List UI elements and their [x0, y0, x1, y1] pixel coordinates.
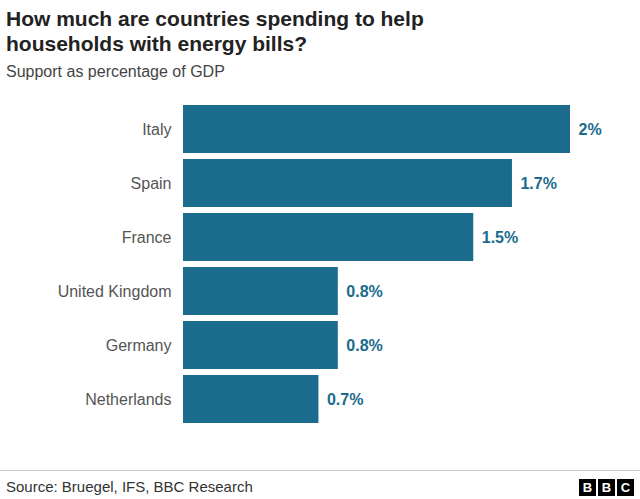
svg-text:Italy: Italy — [142, 121, 171, 138]
html-text:Support as percentage of GDP: Support as percentage of GDP — [6, 63, 225, 80]
svg-text:France: France — [122, 229, 172, 246]
svg-text:2%: 2% — [579, 121, 602, 138]
html-text:Source: Bruegel, IFS, BBC Rese: Source: Bruegel, IFS, BBC Research — [6, 478, 253, 495]
svg-text:1.7%: 1.7% — [520, 175, 556, 192]
html-text:How much are countries spendin: How much are countries spending to help … — [6, 7, 424, 55]
svg-text:United Kingdom: United Kingdom — [58, 283, 172, 300]
svg-text:0.8%: 0.8% — [346, 337, 382, 354]
svg-text:1.5%: 1.5% — [482, 229, 518, 246]
html-text:C: C — [620, 480, 631, 495]
svg-text:Germany: Germany — [106, 337, 172, 354]
svg-text:Netherlands: Netherlands — [85, 391, 171, 408]
html-text:B: B — [601, 480, 612, 495]
html-text:B: B — [582, 480, 593, 495]
svg-text:0.8%: 0.8% — [346, 283, 382, 300]
svg-text:0.7%: 0.7% — [327, 391, 363, 408]
svg-text:Spain: Spain — [131, 175, 172, 192]
